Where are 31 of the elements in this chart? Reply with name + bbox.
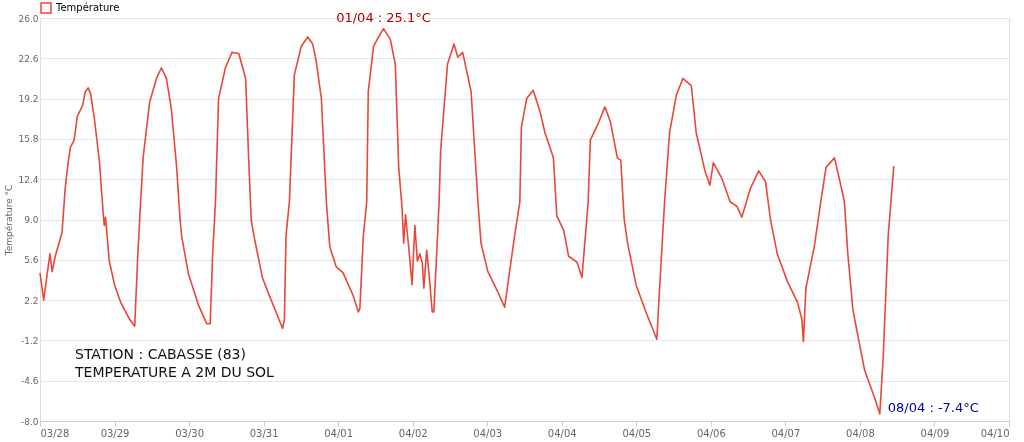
x-tick-label: 03/28 [40,427,70,439]
y-tick-label: 5.6 [24,255,39,266]
x-tick-label: 03/29 [100,427,130,439]
y-tick-label: 12.4 [18,174,39,185]
annotation: 01/04 : 25.1°C [336,9,431,25]
x-tick-label: 04/09 [920,427,950,439]
y-tick-label: 9.0 [24,215,39,225]
y-tick-label: -8.0 [20,416,39,427]
legend-label: Température [55,2,120,13]
annotation: STATION : CABASSE (83) [75,346,246,362]
x-tick-label: 04/01 [324,427,354,439]
x-tick-label: 04/04 [547,427,577,439]
x-tick-label: 04/02 [398,427,428,439]
x-tick-label: 04/08 [846,427,875,439]
y-axis-title: Température °C [4,184,15,257]
y-tick-label: 19.2 [18,94,39,105]
y-tick-label: -4.6 [20,376,39,387]
x-tick-label: 04/05 [622,427,652,439]
annotation: 08/04 : -7.4°C [887,399,979,415]
x-tick-label: 04/03 [473,427,503,439]
x-tick-label: 04/07 [771,427,801,439]
x-tick-label: 04/10 [980,427,1010,439]
x-tick-label: 03/30 [175,427,204,439]
x-tick-label: 04/06 [696,427,726,439]
x-tick-label: 03/31 [249,427,279,439]
y-tick-label: 2.2 [24,295,39,306]
y-tick-label: 22.6 [18,53,39,64]
y-tick-label: 15.8 [18,134,39,145]
y-tick-label: -1.2 [20,335,39,346]
annotation: TEMPERATURE A 2M DU SOL [74,364,275,380]
y-tick-label: 26.0 [18,13,39,24]
